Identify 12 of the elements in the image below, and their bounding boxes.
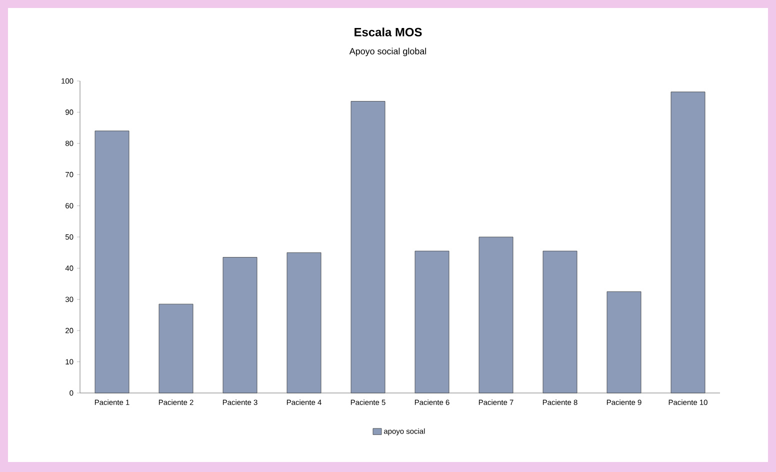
- bar: [94, 130, 130, 394]
- bar: [542, 250, 578, 394]
- bar: [606, 291, 642, 394]
- bar: [286, 252, 322, 394]
- bar: [158, 304, 194, 394]
- bar: [414, 250, 450, 394]
- bar: [222, 257, 258, 394]
- bar: [670, 92, 706, 394]
- chart-title: Escala MOS: [354, 28, 422, 36]
- bar: [350, 101, 386, 394]
- bar: [478, 236, 514, 394]
- chart-subtitle: Apoyo social global: [349, 48, 426, 56]
